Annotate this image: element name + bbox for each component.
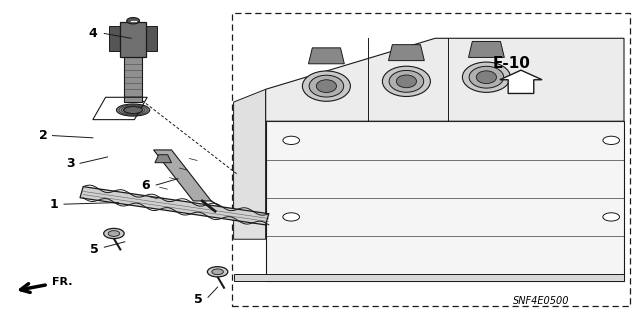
Polygon shape bbox=[234, 274, 624, 281]
Circle shape bbox=[603, 136, 620, 145]
Ellipse shape bbox=[389, 70, 424, 92]
Polygon shape bbox=[141, 26, 157, 51]
Circle shape bbox=[104, 228, 124, 239]
Polygon shape bbox=[234, 89, 266, 239]
Ellipse shape bbox=[469, 66, 504, 88]
Text: 4: 4 bbox=[88, 27, 97, 40]
Ellipse shape bbox=[476, 71, 497, 84]
Text: 5: 5 bbox=[90, 243, 99, 256]
Ellipse shape bbox=[383, 66, 431, 96]
Text: 2: 2 bbox=[39, 129, 48, 142]
Ellipse shape bbox=[396, 75, 417, 88]
Polygon shape bbox=[308, 48, 344, 64]
Ellipse shape bbox=[302, 71, 351, 101]
Circle shape bbox=[212, 269, 223, 275]
Circle shape bbox=[108, 231, 120, 236]
Polygon shape bbox=[266, 121, 624, 281]
Text: 6: 6 bbox=[141, 179, 150, 191]
Polygon shape bbox=[109, 26, 125, 51]
Polygon shape bbox=[120, 22, 146, 57]
Text: 5: 5 bbox=[194, 293, 203, 306]
Polygon shape bbox=[155, 155, 172, 163]
Circle shape bbox=[283, 213, 300, 221]
Polygon shape bbox=[468, 41, 504, 57]
Polygon shape bbox=[388, 45, 424, 61]
Polygon shape bbox=[124, 54, 142, 102]
Polygon shape bbox=[80, 187, 269, 225]
Ellipse shape bbox=[462, 62, 511, 93]
Ellipse shape bbox=[116, 104, 150, 116]
Ellipse shape bbox=[124, 107, 143, 114]
Text: 1: 1 bbox=[50, 198, 59, 211]
Polygon shape bbox=[500, 70, 542, 93]
Circle shape bbox=[127, 18, 140, 24]
Circle shape bbox=[603, 213, 620, 221]
Text: E-10: E-10 bbox=[493, 56, 531, 71]
Text: 3: 3 bbox=[66, 157, 75, 170]
Polygon shape bbox=[154, 150, 211, 201]
Circle shape bbox=[207, 267, 228, 277]
Polygon shape bbox=[266, 38, 624, 121]
Circle shape bbox=[283, 136, 300, 145]
Text: SNF4E0500: SNF4E0500 bbox=[513, 296, 569, 307]
Text: FR.: FR. bbox=[52, 277, 73, 287]
Ellipse shape bbox=[316, 80, 337, 93]
Ellipse shape bbox=[309, 75, 344, 97]
